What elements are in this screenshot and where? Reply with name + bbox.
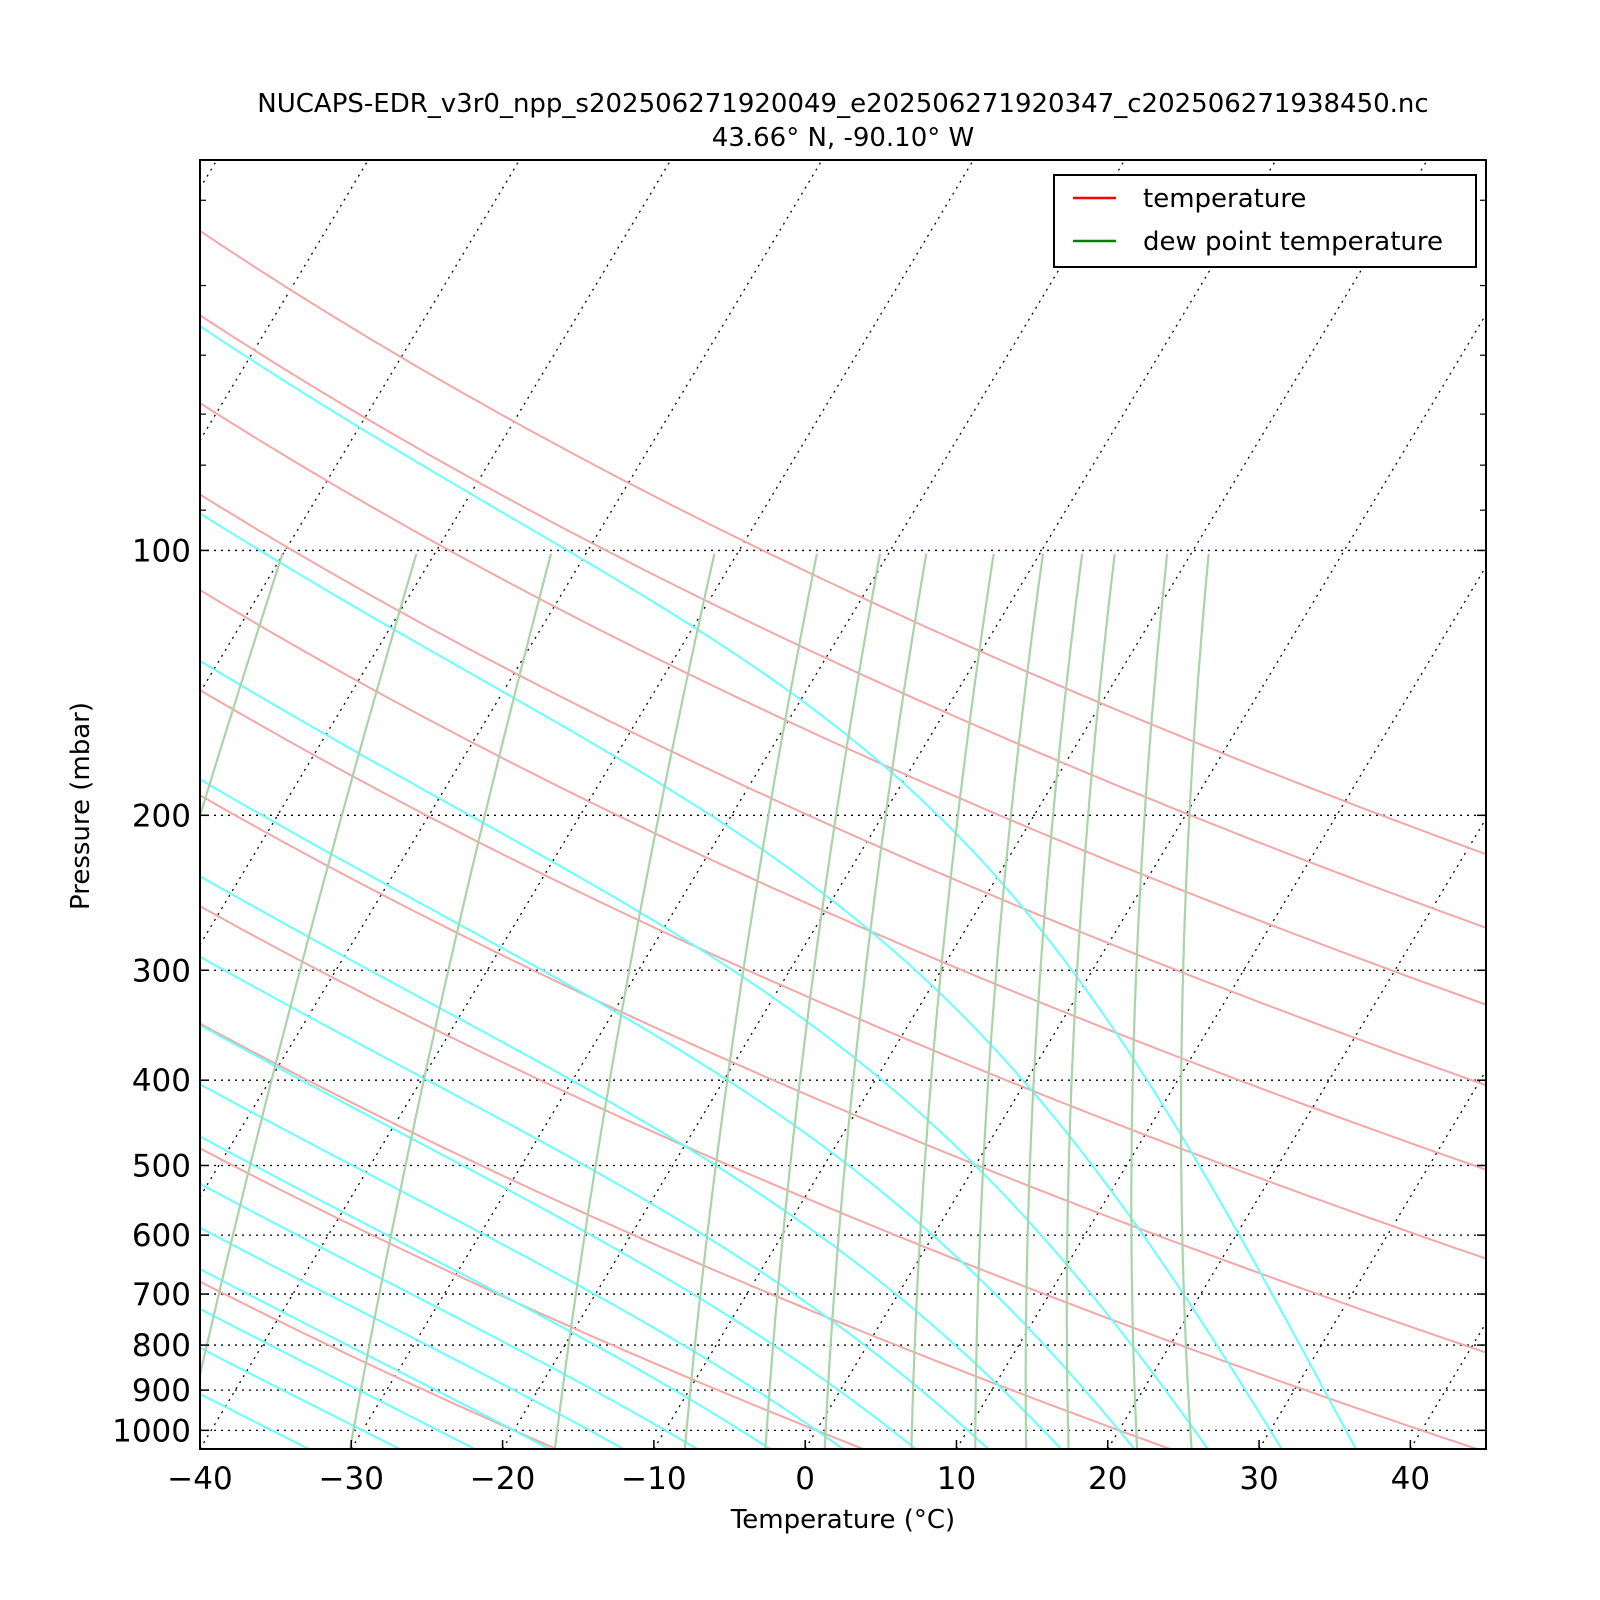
mixing-ratio-line [974,553,1045,1449]
plot-frame [199,159,1487,1450]
dry-adiabat-line [200,314,1486,929]
moist-adiabat-line [200,1226,624,1449]
x-tick-label: −10 [621,1461,686,1497]
moist-adiabat-line [200,512,1283,1449]
moist-adiabat-line [200,875,1062,1449]
x-axis-label: Temperature (°C) [730,1505,955,1535]
moist-adiabat-line [200,324,1357,1449]
legend-dewpoint-label: dew point temperature [1143,227,1443,257]
moist-adiabat-line [200,1182,698,1449]
moist-adiabat-line [200,1083,844,1449]
y-tick-label: 1000 [112,1413,191,1449]
plot-area [200,160,1486,1449]
chart-subtitle: 43.66° N, -90.10° W [712,123,974,153]
legend: temperature dew point temperature [1053,174,1477,268]
mixing-ratio-line [1024,553,1084,1449]
dry-adiabat-line [200,588,1486,1171]
y-tick-label: 300 [132,953,191,989]
x-tick-label: 10 [937,1461,976,1497]
dry-adiabat-line [200,1147,864,1449]
x-tick-label: −40 [167,1461,232,1497]
legend-box [1053,174,1477,268]
x-tick-label: 20 [1088,1461,1127,1497]
x-tick-label: −20 [470,1461,535,1497]
y-tick-label: 200 [132,798,191,834]
y-tick-label: 900 [132,1373,191,1409]
dry-adiabat-line [200,229,1486,856]
moist-adiabat-line [200,955,989,1449]
dry-adiabat-line [200,905,1478,1449]
moist-adiabat-line [200,1135,771,1449]
y-axis-label: Pressure (mbar) [66,702,96,910]
moist-adiabat-line [200,1346,401,1449]
dry-adiabat-line [200,401,1486,1006]
dry-adiabat-line [200,493,1486,1087]
y-tick-label: 600 [132,1218,191,1254]
mixing-ratio-line [553,553,716,1449]
x-tick-label: 40 [1391,1461,1430,1497]
y-axis-ticks: 100 200 300 400 500 600 700 800 900 1000 [112,199,1486,1449]
mixing-ratio-line [764,553,882,1449]
dry-adiabat-line [200,1022,1171,1449]
mixing-ratio-line [823,553,928,1449]
y-tick-label: 100 [132,533,191,569]
y-tick-label: 700 [132,1277,191,1313]
y-tick-label: 800 [132,1328,191,1364]
moist-adiabat-line [200,1023,917,1449]
mixing-ratio-line [1065,553,1116,1449]
x-axis-ticks: −40 −30 −20 −10 0 10 20 30 40 [167,1440,1430,1497]
dry-adiabats [200,229,1486,1449]
y-tick-label: 400 [132,1063,191,1099]
x-tick-label: 30 [1239,1461,1278,1497]
moist-adiabat-line [200,1267,550,1449]
legend-temperature-label: temperature [1143,184,1306,214]
chart-title: NUCAPS-EDR_v3r0_npp_s202506271920049_e20… [257,89,1428,119]
moist-adiabat-line [200,778,1136,1449]
y-tick-label: 500 [132,1148,191,1184]
mixing-ratio-line [200,553,418,1380]
dry-adiabat-line [200,688,1486,1260]
x-tick-label: −30 [319,1461,384,1497]
mixing-ratio-line [200,553,284,820]
moist-adiabats [200,324,1357,1449]
mixing-ratio-lines [200,553,1210,1449]
x-tick-label: 0 [795,1461,815,1497]
mixing-ratio-line [348,553,553,1449]
mixing-ratio-line [1130,553,1169,1449]
mixing-ratio-line [683,553,818,1449]
moist-adiabat-line [200,1307,476,1449]
moist-adiabat-line [200,659,1209,1449]
mixing-ratio-line [1180,553,1210,1449]
dry-adiabat-line [200,794,1486,1354]
mixing-ratio-line [910,553,995,1449]
